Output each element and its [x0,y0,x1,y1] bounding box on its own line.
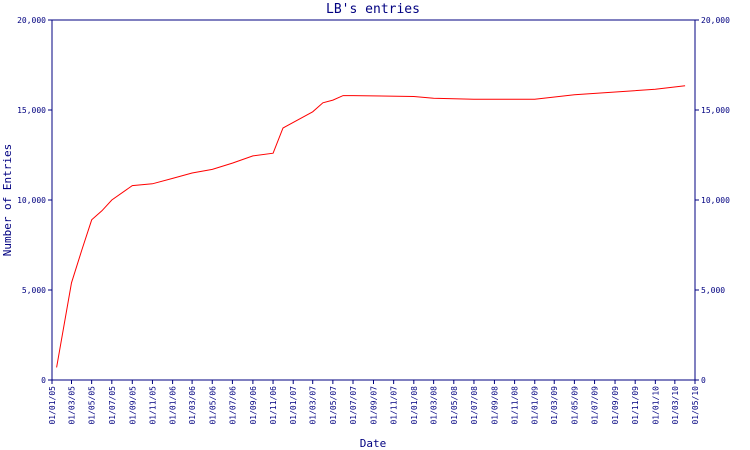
x-tick-label: 01/03/06 [188,386,197,425]
y2-tick-label: 15,000 [701,106,730,115]
x-tick-label: 01/07/08 [470,386,479,425]
x-tick-label: 01/05/05 [88,386,97,425]
chart-title: LB's entries [326,2,420,17]
x-tick-label: 01/03/07 [309,386,318,425]
x-tick-label: 01/01/07 [289,386,298,425]
y2-tick-label: 20,000 [701,16,730,25]
x-tick-label: 01/05/09 [570,386,579,425]
y2-tick-label: 10,000 [701,196,730,205]
x-tick-label: 01/11/05 [148,386,157,425]
y-tick-label: 15,000 [17,106,46,115]
y-tick-label: 0 [41,376,46,385]
x-tick-label: 01/01/10 [651,386,660,425]
x-tick-label: 01/05/07 [329,386,338,425]
x-tick-label: 01/01/06 [169,386,178,425]
y-tick-label: 20,000 [17,16,46,25]
x-tick-label: 01/01/09 [531,386,540,425]
x-tick-label: 01/05/08 [450,386,459,425]
plot-frame [51,19,696,381]
x-tick-label: 01/07/07 [349,386,358,425]
y-axis-label: Number of Entries [1,144,14,257]
y2-tick-label: 0 [701,376,706,385]
x-tick-label: 01/11/07 [390,386,399,425]
x-tick-label: 01/09/05 [128,386,137,425]
x-tick-label: 01/07/06 [228,386,237,425]
x-tick-label: 01/11/08 [511,386,520,425]
x-tick-label: 01/11/06 [269,386,278,425]
x-tick-label: 01/05/10 [691,386,700,425]
y-tick-label: 5,000 [22,286,46,295]
x-tick-label: 01/01/08 [410,386,419,425]
x-tick-label: 01/09/07 [370,386,379,425]
x-tick-label: 01/01/05 [48,386,57,425]
line-series [56,85,686,368]
x-tick-label: 01/07/05 [108,386,117,425]
x-axis-label: Date [360,437,387,450]
x-tick-label: 01/11/09 [631,386,640,425]
y-tick-label: 10,000 [17,196,46,205]
x-tick-label: 01/09/09 [611,386,620,425]
x-tick-label: 01/07/09 [591,386,600,425]
x-tick-label: 01/09/08 [490,386,499,425]
y2-tick-label: 5,000 [701,286,725,295]
x-tick-label: 01/03/08 [430,386,439,425]
x-tick-label: 01/03/10 [671,386,680,425]
x-tick-label: 01/09/06 [249,386,258,425]
x-tick-label: 01/05/06 [208,386,217,425]
x-tick-label: 01/03/05 [67,386,76,425]
x-tick-label: 01/03/09 [550,386,559,425]
